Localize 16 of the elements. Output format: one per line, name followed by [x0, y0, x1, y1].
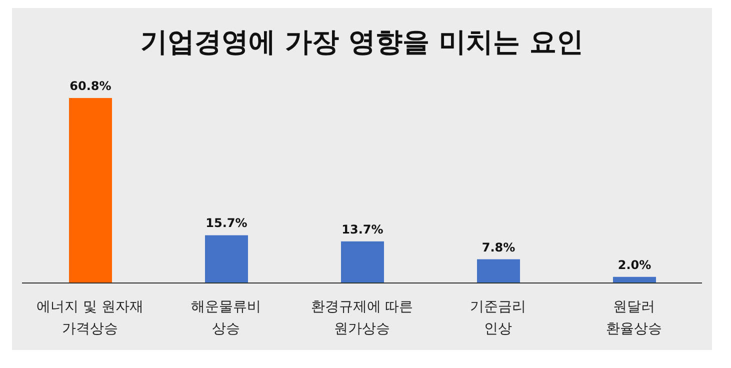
- bar: [205, 235, 248, 283]
- data-label: 7.8%: [482, 240, 516, 254]
- x-tick-label: 원달러 환율상승: [606, 299, 662, 337]
- data-label: 2.0%: [618, 258, 652, 272]
- data-label: 15.7%: [206, 216, 248, 230]
- data-label: 60.8%: [70, 79, 112, 93]
- x-tick-label: 환경규제에 따른 원가상승: [310, 299, 414, 337]
- bar: [341, 241, 384, 283]
- x-tick-label: 에너지 및 원자재 가격상승: [36, 299, 144, 337]
- bar: [477, 259, 520, 283]
- bar: [69, 98, 112, 283]
- x-tick-label: 해운물류비 상승: [191, 299, 261, 337]
- chart-title: 기업경영에 가장 영향을 미치는 요인: [140, 26, 584, 60]
- x-tick-label: 기준금리 인상: [470, 299, 526, 337]
- bar: [613, 276, 656, 283]
- data-label: 13.7%: [342, 222, 384, 236]
